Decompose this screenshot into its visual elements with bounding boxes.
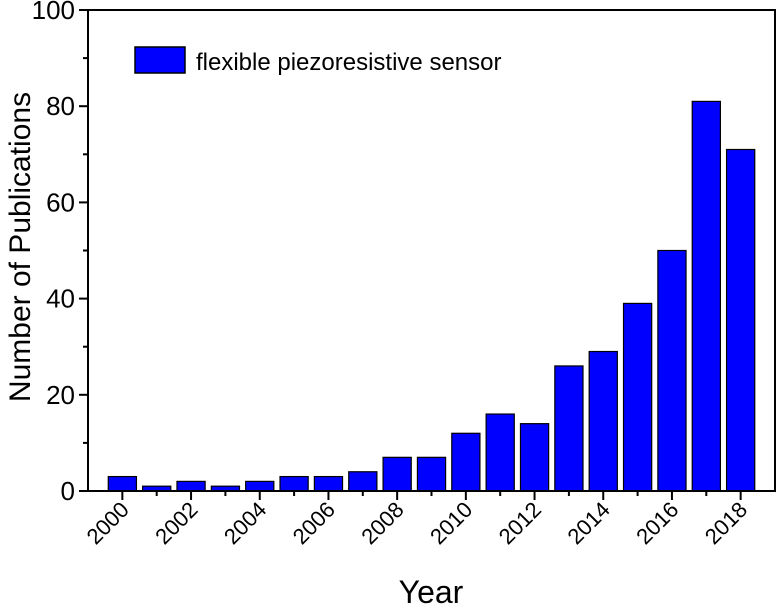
x-tick-label: 2004 <box>219 497 271 549</box>
y-tick-label: 40 <box>46 284 75 314</box>
legend: flexible piezoresistive sensor <box>134 46 501 76</box>
y-tick-label: 20 <box>46 380 75 410</box>
x-tick-label: 2000 <box>82 497 134 549</box>
y-tick-label: 0 <box>61 476 75 506</box>
bar-2010 <box>451 432 481 492</box>
bar-2005 <box>279 475 309 492</box>
legend-swatch <box>134 46 186 74</box>
y-tick-label: 80 <box>46 91 75 121</box>
x-tick-label: 2010 <box>425 497 477 549</box>
bar-2017 <box>691 100 721 492</box>
bar-2013 <box>554 365 584 492</box>
y-tick-label: 60 <box>46 187 75 217</box>
x-axis-title: Year <box>399 574 464 610</box>
x-tick-label: 2018 <box>700 497 752 549</box>
bar-2008 <box>382 456 412 492</box>
bar-2012 <box>519 423 550 492</box>
bar-2009 <box>416 456 447 492</box>
x-tick-label: 2008 <box>356 497 408 549</box>
x-tick-label: 2016 <box>631 497 683 549</box>
legend-label: flexible piezoresistive sensor <box>196 49 501 76</box>
bar-2015 <box>622 302 653 492</box>
bar-2016 <box>657 249 687 492</box>
x-tick-label: 2002 <box>150 497 202 549</box>
bar-2004 <box>245 480 275 492</box>
y-axis-title: Number of Publications <box>4 92 37 402</box>
y-tick-label: 100 <box>32 0 75 25</box>
bar-2014 <box>588 350 618 492</box>
bar-2006 <box>313 475 344 492</box>
x-tick-label: 2014 <box>562 497 614 549</box>
bar-2011 <box>485 413 515 492</box>
x-tick-label: 2006 <box>288 497 340 549</box>
bar-2000 <box>107 475 138 492</box>
bar-2002 <box>176 480 206 492</box>
bars-group <box>107 100 756 492</box>
x-tick-label: 2012 <box>494 497 546 549</box>
bar-2007 <box>348 471 378 492</box>
bar-2018 <box>725 148 756 492</box>
